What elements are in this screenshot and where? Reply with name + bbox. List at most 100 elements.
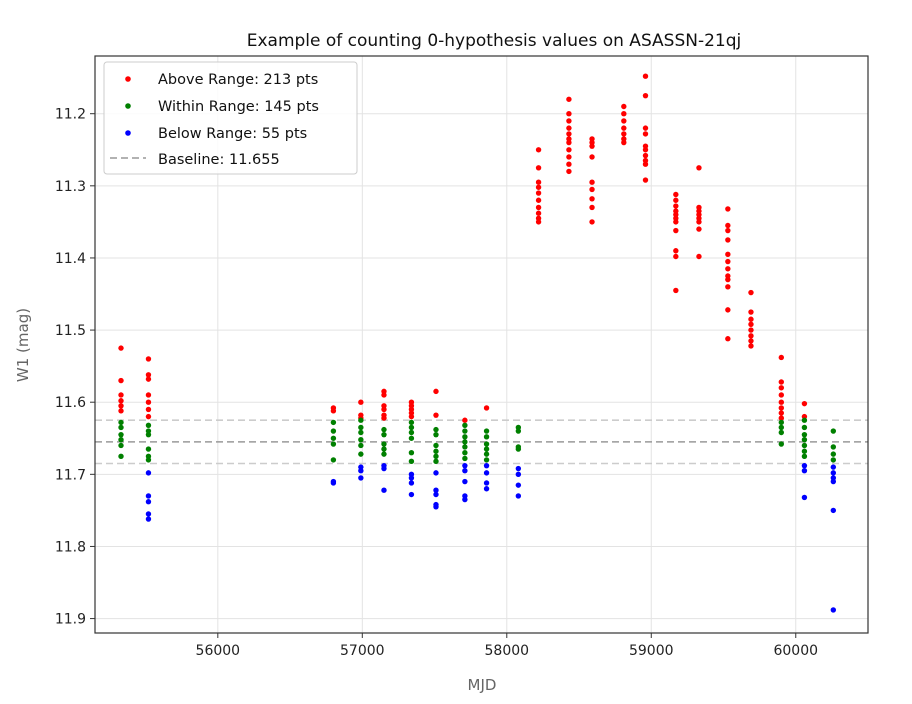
data-point <box>330 419 337 426</box>
chart-title: Example of counting 0-hypothesis values … <box>247 31 742 51</box>
data-point <box>408 491 415 498</box>
data-point <box>358 451 364 457</box>
data-point <box>566 161 572 167</box>
data-point <box>801 424 808 431</box>
data-point <box>462 417 468 423</box>
data-point <box>483 451 490 457</box>
data-point <box>358 429 364 436</box>
legend-box <box>103 61 358 175</box>
data-point <box>589 204 595 211</box>
legend-marker-within <box>125 103 131 109</box>
data-point <box>642 147 649 153</box>
data-point <box>589 143 595 149</box>
data-point <box>381 451 387 457</box>
data-point <box>725 336 731 342</box>
data-point <box>589 186 595 193</box>
data-point <box>433 458 439 465</box>
data-point <box>642 161 649 167</box>
data-point <box>535 179 542 185</box>
data-point <box>830 470 837 476</box>
data-point <box>535 184 542 190</box>
data-point <box>642 131 649 137</box>
data-point <box>535 197 542 203</box>
data-point <box>801 453 808 459</box>
data-point <box>535 147 542 153</box>
data-point <box>483 405 490 411</box>
data-point <box>830 478 837 485</box>
data-point <box>483 486 490 492</box>
data-point <box>801 431 808 438</box>
data-point <box>145 413 152 420</box>
data-point <box>145 392 152 398</box>
data-point <box>642 177 649 183</box>
data-point <box>589 196 595 202</box>
data-point <box>381 441 387 447</box>
data-point <box>462 496 468 503</box>
data-point <box>566 147 572 153</box>
data-point <box>118 398 124 404</box>
data-point <box>778 399 785 405</box>
legend-label-baseline: Baseline: 11.655 <box>158 152 280 168</box>
data-point <box>778 385 785 391</box>
data-point <box>462 444 468 450</box>
data-point <box>673 197 679 203</box>
data-point <box>830 451 837 457</box>
data-point <box>433 491 439 498</box>
reference-lines <box>95 419 868 465</box>
data-point <box>830 507 837 514</box>
data-point <box>381 426 387 433</box>
data-point <box>381 465 387 472</box>
data-point <box>358 475 364 481</box>
data-point <box>462 428 468 434</box>
x-tick-label: 60000 <box>773 643 818 659</box>
data-point <box>725 206 731 212</box>
data-point <box>145 470 152 476</box>
data-point <box>483 462 490 469</box>
data-point <box>145 511 152 517</box>
data-point <box>145 457 152 463</box>
data-point <box>462 468 468 474</box>
data-point <box>589 179 595 185</box>
data-point <box>801 400 808 407</box>
data-point <box>748 321 754 328</box>
data-point <box>433 487 439 493</box>
data-point <box>330 435 337 441</box>
data-point <box>778 415 785 421</box>
data-point <box>408 475 415 481</box>
data-point <box>408 424 415 431</box>
data-point <box>145 516 152 522</box>
x-axis-ticks: 56000 57000 58000 59000 60000 <box>196 633 818 659</box>
data-point <box>801 437 808 443</box>
data-point <box>801 494 808 501</box>
data-point <box>330 480 337 486</box>
data-point <box>433 448 439 454</box>
data-point <box>358 399 364 405</box>
data-point <box>462 439 468 445</box>
data-point <box>696 226 702 232</box>
data-point <box>535 165 542 171</box>
data-point <box>433 504 439 510</box>
x-tick-label: 58000 <box>485 643 530 659</box>
data-point <box>696 253 702 260</box>
data-point <box>778 410 785 416</box>
data-point <box>566 111 572 117</box>
data-point <box>830 464 837 470</box>
data-point <box>566 125 572 131</box>
data-point <box>462 455 468 462</box>
data-point <box>118 392 124 398</box>
data-point <box>433 388 439 395</box>
data-point <box>118 408 124 414</box>
y-tick-label: 11.5 <box>55 323 86 339</box>
data-point <box>145 356 152 362</box>
data-point <box>621 131 627 137</box>
data-point <box>642 152 649 159</box>
data-point <box>381 446 387 452</box>
data-point <box>725 222 731 229</box>
data-point <box>408 449 415 456</box>
data-point <box>748 289 754 296</box>
data-point <box>483 446 490 452</box>
data-point <box>830 444 837 450</box>
y-tick-label: 11.8 <box>55 539 86 555</box>
data-point <box>358 417 364 423</box>
x-tick-label: 59000 <box>629 643 674 659</box>
